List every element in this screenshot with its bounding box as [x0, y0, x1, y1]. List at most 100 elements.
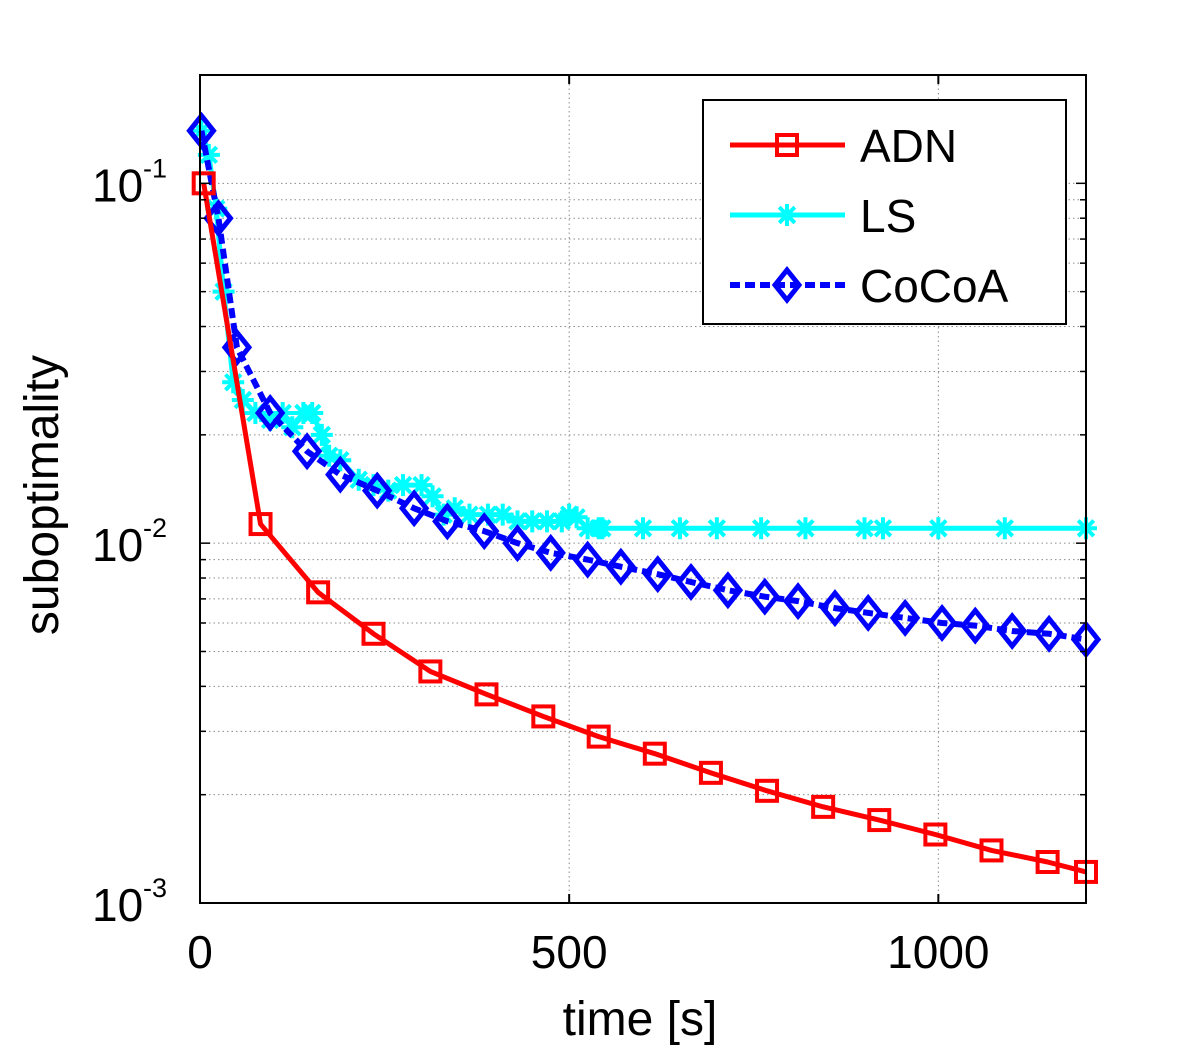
- y-tick-exponent: -2: [143, 513, 167, 543]
- series-layer: [186, 111, 1102, 884]
- data-point-ls: [565, 506, 588, 529]
- axis-ticks: [199, 74, 1086, 904]
- data-point-ls: [222, 371, 245, 394]
- data-point-cocoa: [535, 533, 566, 572]
- data-point-ls: [750, 517, 773, 540]
- data-point-cocoa: [398, 489, 430, 528]
- data-point-ls: [521, 510, 544, 533]
- legend-entry-cocoa: CoCoA: [730, 260, 1009, 312]
- data-point-ls: [362, 474, 385, 497]
- data-point-cocoa: [291, 432, 323, 471]
- data-point-ls: [794, 517, 817, 540]
- data-point-ls: [281, 416, 304, 439]
- data-point-adn: [698, 760, 723, 785]
- x-tick-label: 1000: [887, 926, 989, 978]
- data-point-adn: [642, 741, 667, 766]
- data-point-ls: [871, 517, 894, 540]
- data-point-cocoa: [254, 393, 286, 432]
- data-point-cocoa: [852, 593, 884, 632]
- data-point-adn: [867, 808, 892, 833]
- data-point-ls: [421, 485, 444, 508]
- legend-label-ls: LS: [860, 190, 916, 242]
- series-cocoa: [186, 111, 1102, 659]
- y-tick-label: 10: [92, 879, 143, 931]
- data-point-ls: [668, 517, 691, 540]
- legend-label-cocoa: CoCoA: [860, 260, 1009, 312]
- data-point-ls: [576, 517, 599, 540]
- y-tick-exponent: -3: [143, 873, 167, 903]
- data-point-adn: [248, 512, 273, 537]
- data-point-cocoa: [960, 606, 991, 645]
- data-point-ls: [458, 503, 481, 526]
- data-point-cocoa: [996, 612, 1028, 651]
- data-point-ls: [632, 517, 654, 540]
- data-point-cocoa: [749, 577, 781, 616]
- data-point-cocoa: [502, 524, 533, 563]
- data-point-adn: [191, 171, 216, 196]
- y-axis-title: suboptimality: [16, 355, 69, 635]
- data-point-adn: [755, 778, 780, 803]
- data-point-adn: [811, 794, 836, 819]
- data-point-cocoa: [186, 111, 217, 150]
- legend: ADN LS CoCoA: [702, 99, 1067, 325]
- data-point-ls: [476, 503, 499, 526]
- y-tick-label: 10: [92, 519, 143, 571]
- data-point-adn: [306, 580, 331, 605]
- data-point-cocoa: [675, 562, 707, 601]
- data-point-cocoa: [926, 603, 958, 642]
- data-point-ls: [558, 503, 581, 526]
- data-point-cocoa: [889, 598, 921, 637]
- plot-frame: [199, 74, 1087, 904]
- data-point-adn: [474, 682, 499, 707]
- data-point-cocoa: [605, 547, 637, 586]
- legend-label-adn: ADN: [860, 120, 957, 172]
- data-point-adn: [531, 704, 556, 729]
- data-point-cocoa: [361, 471, 393, 510]
- data-point-ls: [491, 503, 514, 526]
- legend-entry-adn: ADN: [730, 120, 957, 172]
- data-point-adn: [586, 724, 611, 749]
- data-point-cocoa: [572, 540, 603, 579]
- data-point-cocoa: [1033, 614, 1065, 653]
- legend-marker-ls: [776, 204, 798, 226]
- data-point-cocoa: [712, 571, 744, 610]
- x-axis-title: time [s]: [563, 993, 718, 1046]
- data-point-ls: [705, 517, 728, 540]
- data-point-cocoa: [819, 589, 851, 628]
- legend-entry-ls: LS: [730, 190, 916, 242]
- x-tick-label: 0: [187, 926, 213, 978]
- data-point-ls: [301, 401, 324, 424]
- data-point-ls: [591, 517, 614, 540]
- y-tick-label: 10: [92, 159, 143, 211]
- data-point-ls: [392, 474, 415, 497]
- data-point-cocoa: [782, 582, 814, 621]
- data-point-cocoa: [642, 555, 673, 594]
- data-point-ls: [410, 474, 433, 497]
- data-point-adn: [979, 838, 1004, 863]
- data-point-adn: [923, 822, 948, 847]
- data-point-adn: [1035, 849, 1060, 874]
- data-point-adn: [361, 621, 386, 646]
- data-point-ls: [536, 510, 559, 533]
- legend-marker-cocoa: [771, 265, 803, 305]
- data-point-cocoa: [325, 455, 356, 494]
- data-point-ls: [231, 388, 254, 411]
- data-point-ls: [853, 517, 876, 540]
- data-point-ls: [443, 497, 466, 520]
- series-line-adn: [201, 182, 1087, 875]
- data-point-ls: [993, 517, 1016, 540]
- y-tick-exponent: -1: [143, 153, 167, 183]
- legend-marker-adn: [775, 133, 799, 157]
- data-point-cocoa: [432, 502, 463, 541]
- data-point-ls: [506, 510, 529, 533]
- data-point-ls: [318, 444, 341, 467]
- data-point-ls: [197, 143, 220, 166]
- data-point-adn: [418, 659, 443, 684]
- data-point-cocoa: [469, 512, 500, 551]
- data-point-ls: [310, 423, 333, 446]
- x-tick-label: 500: [531, 926, 608, 978]
- data-point-ls: [259, 408, 282, 431]
- data-point-ls: [927, 517, 950, 540]
